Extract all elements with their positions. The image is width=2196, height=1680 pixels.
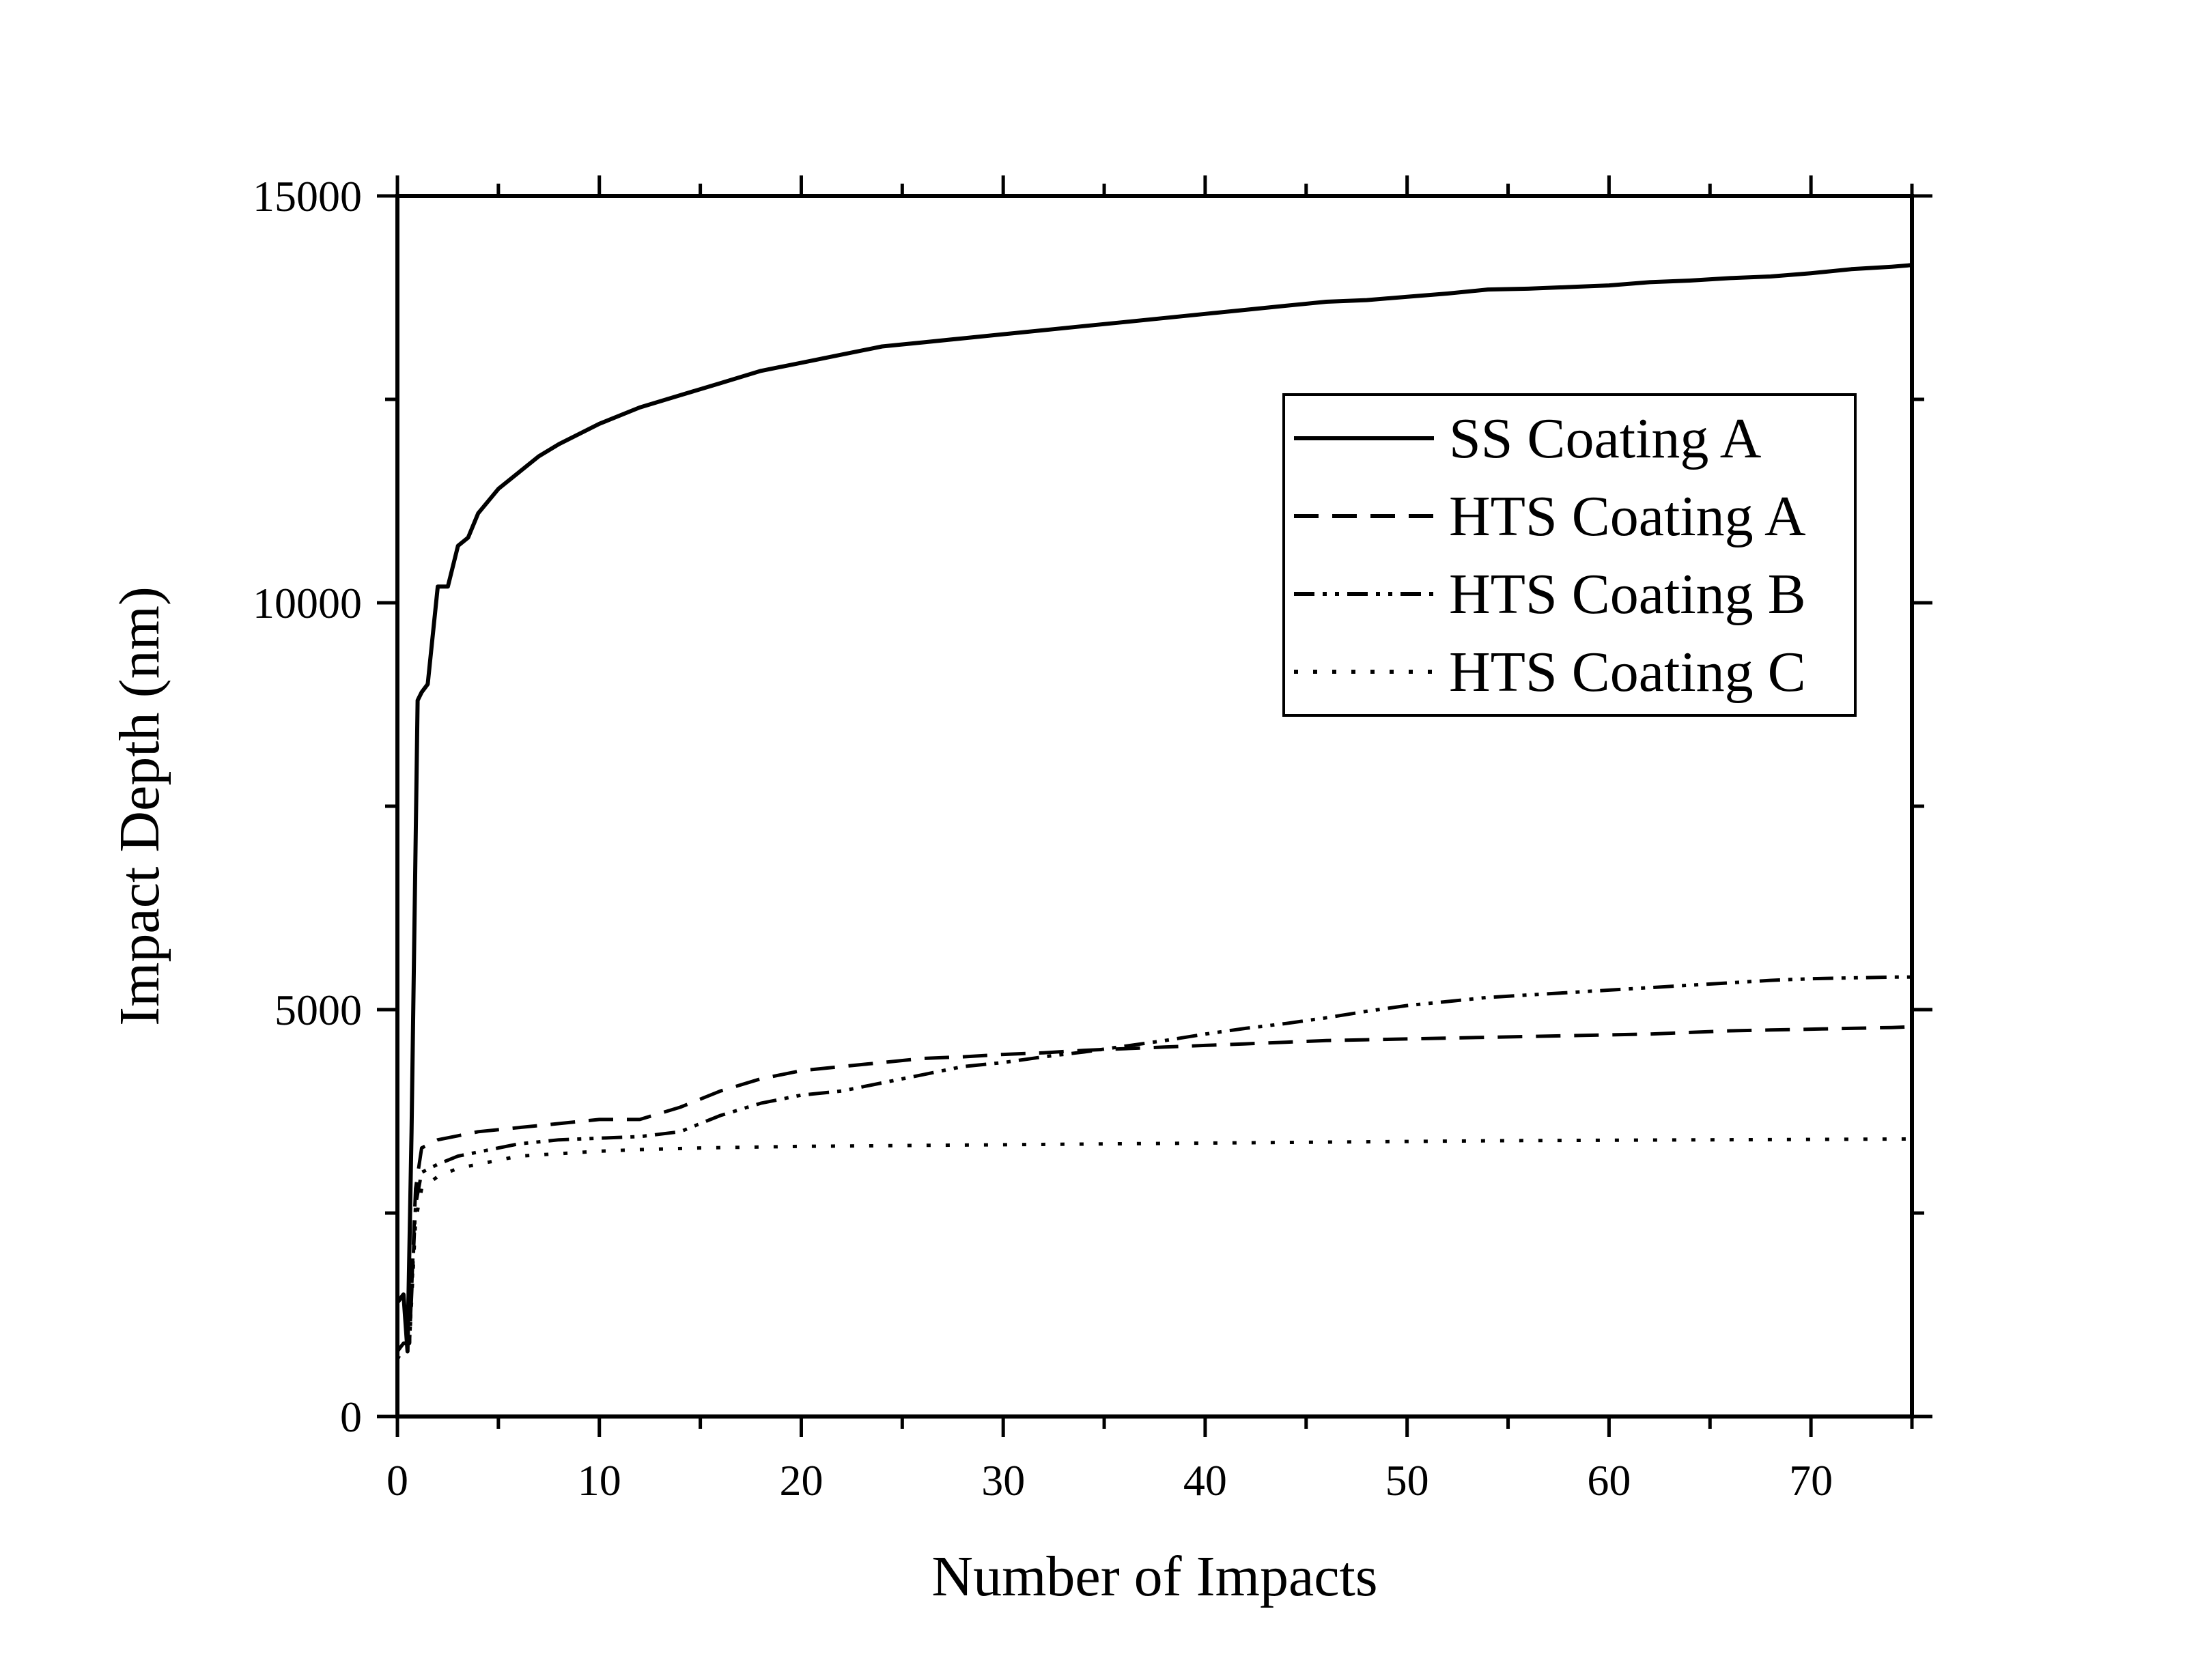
- legend-label-ss-coating-a: SS Coating A: [1449, 407, 1762, 470]
- series-line-hts-coating-a: [395, 1025, 1913, 1353]
- y-tick-label: 0: [340, 1393, 362, 1441]
- legend-label-hts-coating-b: HTS Coating B: [1449, 563, 1806, 626]
- x-axis-title: Number of Impacts: [931, 1545, 1377, 1608]
- x-tick-label: 0: [386, 1456, 408, 1505]
- series-line-hts-coating-c: [395, 1137, 1913, 1361]
- y-tick-label: 15000: [253, 172, 362, 220]
- series-layer: [395, 263, 1913, 1361]
- series-line-ss-coating-a: [395, 263, 1913, 1354]
- x-tick-label: 70: [1789, 1456, 1833, 1505]
- x-tick-label: 50: [1385, 1456, 1429, 1505]
- x-tick-label: 30: [981, 1456, 1025, 1505]
- legend: SS Coating A HTS Coating A HTS Coating B…: [1282, 393, 1857, 717]
- series-line-hts-coating-b: [395, 975, 1912, 1353]
- x-tick-label: 10: [578, 1456, 621, 1505]
- x-tick-label: 60: [1587, 1456, 1631, 1505]
- x-tick-label: 20: [779, 1456, 823, 1505]
- x-tick-label: 40: [1183, 1456, 1227, 1505]
- legend-label-hts-coating-c: HTS Coating C: [1449, 640, 1806, 704]
- y-tick-label: 10000: [253, 579, 362, 627]
- legend-label-hts-coating-a: HTS Coating A: [1449, 485, 1806, 548]
- ticks-layer: 0 10 20 30 40 50 60 70 0 5000 10000 15000: [253, 172, 1932, 1505]
- y-tick-label: 5000: [274, 986, 362, 1034]
- y-axis-title: Impact Depth (nm): [108, 586, 171, 1026]
- legend-box: [1282, 393, 1857, 717]
